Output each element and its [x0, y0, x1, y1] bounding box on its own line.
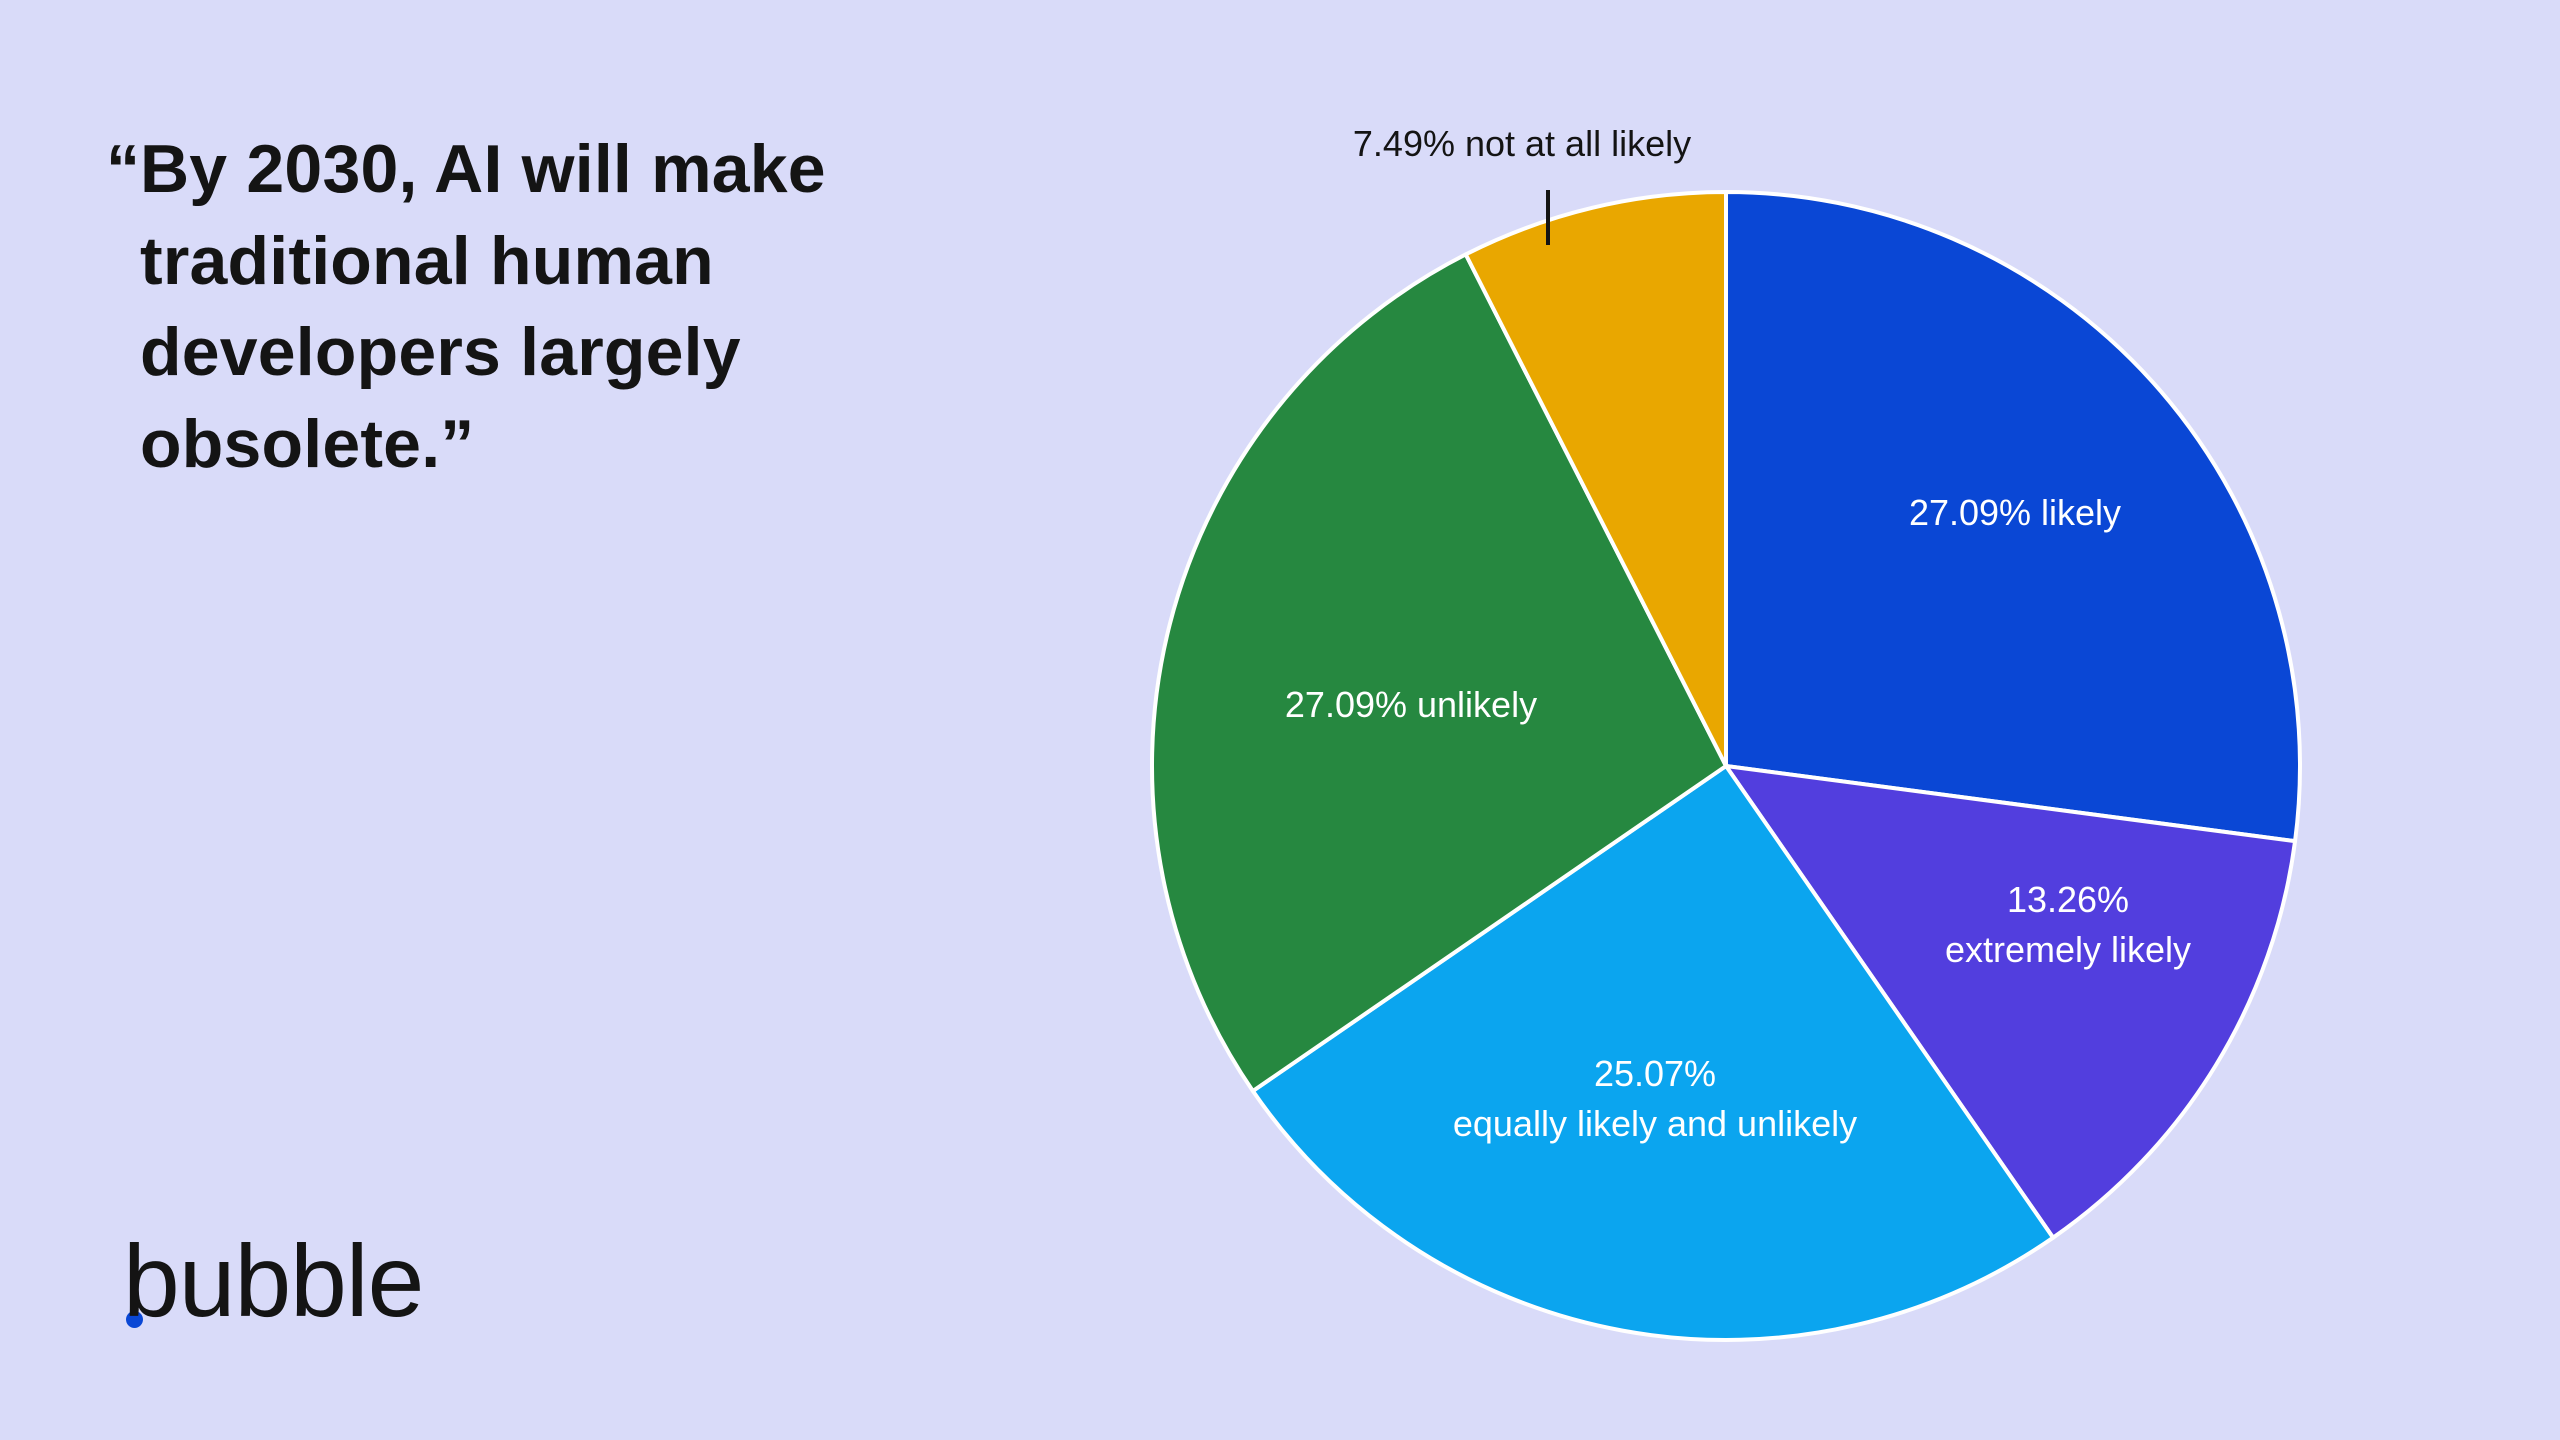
- slice-label-extremely-likely: 13.26% extremely likely: [1945, 879, 2191, 970]
- open-quote-mark: “: [106, 131, 141, 207]
- quote-line-1: By 2030, AI will make: [140, 131, 826, 207]
- bubble-logo: bubble: [123, 1224, 424, 1338]
- quote-line-2: traditional human: [140, 222, 714, 299]
- pie-slice-not-at-all-likely: [1463, 190, 1728, 768]
- pie-slice-unlikely: [1150, 252, 1728, 1094]
- quote-title: “ By 2030, AI will make traditional huma…: [106, 124, 900, 490]
- slice-label-not-at-all-likely: 7.49% not at all likely: [1353, 123, 1691, 164]
- quote-line-3: developers largely: [140, 314, 741, 390]
- pie-slices: [1150, 190, 2302, 1342]
- pie-labels: 27.09% likely 13.26% extremely likely 25.07…: [1285, 123, 2191, 1144]
- pie-slice-extremely-likely: [1724, 764, 2298, 1240]
- slice-label-unlikely: 27.09% unlikely: [1285, 684, 1537, 725]
- logo-dot-icon: [126, 1311, 143, 1328]
- slice-label-equally-likely-and-unlikely: 25.07% equally likely and unlikely: [1453, 1053, 1857, 1144]
- slice-label-likely: 27.09% likely: [1909, 492, 2121, 533]
- pie-slice-likely: [1724, 190, 2302, 844]
- pie-slice-equally-likely-and-unlikely: [1250, 764, 2056, 1342]
- quote-line-4: obsolete.”: [140, 405, 475, 482]
